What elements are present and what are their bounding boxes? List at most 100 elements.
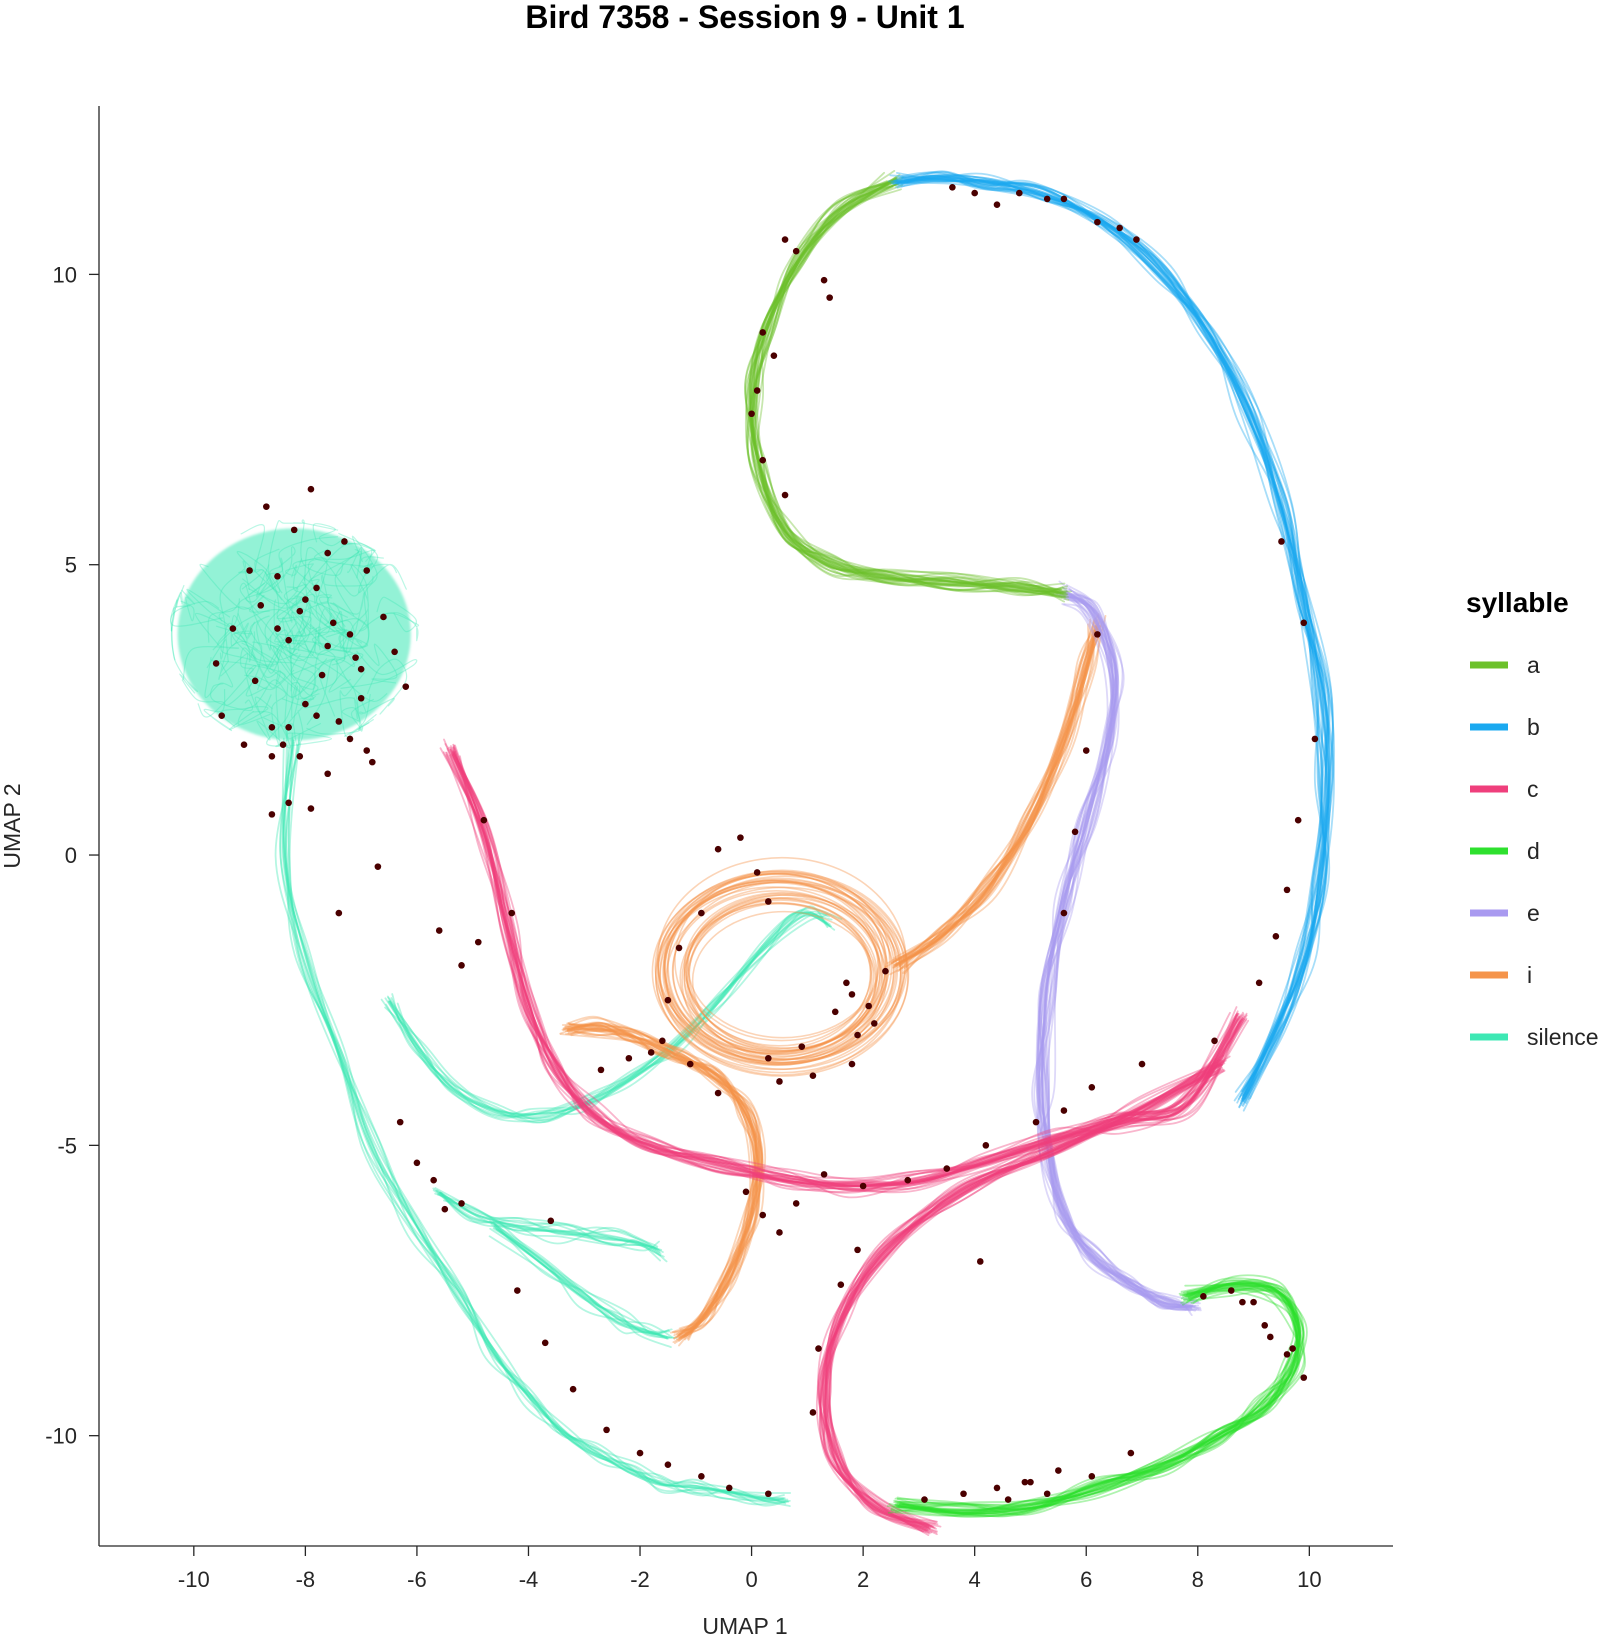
spike-point [285,636,292,644]
spike-point [296,753,304,760]
y-tick-label: 0 [65,843,77,868]
trajectory-c [828,1059,1222,1526]
trajectory-c [450,753,1244,1184]
trajectory-c [828,1068,1224,1533]
trajectory-c [452,750,1248,1194]
spike-point [474,938,482,946]
silence-cloud-line [250,648,281,689]
i-ring-line [657,870,897,1066]
trajectory-b [896,181,1336,1100]
silence-cloud-line [180,589,196,622]
trajectory-silence [287,741,789,1507]
trajectory-b [896,177,1324,1093]
spike-point [798,1043,806,1050]
spike-point [430,1176,437,1184]
trajectory-b [903,174,1327,1096]
silence-cloud-line [283,583,315,630]
spike-point [976,1258,984,1265]
silence-cloud-line [332,602,420,632]
trajectory-c [448,746,1239,1188]
silence-cloud-line [238,548,280,590]
silence-cloud-line [275,632,317,690]
silence-cloud-line [343,693,371,737]
axes [98,106,1393,1547]
trajectory-b [891,176,1330,1100]
spike-point [848,1060,856,1068]
trajectory-d [896,1278,1302,1511]
silence-cloud-line [342,535,378,650]
spike-point [625,1054,633,1062]
i-ring-line [667,873,888,1061]
spike-point [346,631,354,638]
trajectory-silence [432,1187,664,1253]
silence-cloud-line [314,628,348,656]
trajectory-i [893,625,1102,966]
spike-point [480,816,488,824]
trajectory-c [451,754,1248,1185]
trajectory-c [824,1064,1222,1530]
spike-point [1060,909,1068,917]
trajectory-c [452,749,1245,1187]
y-tick-label: 5 [65,553,77,578]
trajectory-b [898,178,1328,1099]
trajectory-a [748,178,1062,591]
spike-point [357,694,365,702]
trajectory-c [453,750,1248,1184]
trajectory-d [893,1283,1301,1515]
legend: syllable a b c d e i silence [1466,587,1599,1050]
silence-cloud-line [245,641,280,697]
silence-cloud-line [170,584,185,632]
spike-point [1138,1060,1146,1068]
trajectory-e [1043,592,1199,1303]
silence-cloud-line [302,549,375,598]
trajectory-i [564,1024,763,1337]
silence-cloud-line [265,599,320,671]
trajectory-b [896,178,1330,1107]
silence-cloud-line [341,542,379,576]
trajectory-i [903,614,1099,975]
trajectory-c [819,1062,1221,1528]
silence-cloud-line [376,596,417,633]
trajectory-silence [380,909,836,1122]
silence-cloud-line [318,596,353,654]
i-ring-line [683,891,880,1042]
trajectory-b [890,178,1324,1097]
silence-cloud-line [233,613,256,643]
trajectory-c [818,1070,1214,1528]
trajectory-a [750,179,1064,595]
trajectory-b [889,172,1323,1100]
trajectory-i [567,1021,761,1347]
spike-point [949,183,956,191]
trajectory-e [1041,589,1193,1316]
i-ring-line [687,892,879,1039]
trajectory-a [750,170,1064,596]
spike-point [1060,1107,1068,1114]
trajectory-e [1038,598,1194,1308]
spike-point [960,1490,967,1498]
spike-point [748,410,755,418]
trajectory-e [1039,590,1198,1310]
trajectory-silence [440,1192,660,1252]
spike-point [1016,189,1023,197]
spike-point [1239,1298,1246,1306]
trajectory-silence [493,1226,673,1335]
silence-cloud-line [259,546,296,595]
silence-cloud-line [293,643,364,732]
trajectory-b [896,179,1330,1102]
trajectory-i [891,623,1099,965]
plot-area [170,170,1336,1536]
trajectory-i [895,623,1098,967]
trajectory-silence [488,1220,671,1335]
trajectory-silence [495,1228,669,1340]
trajectory-i [571,1027,760,1341]
trajectory-silence [287,732,791,1507]
legend-label-e: e [1527,900,1540,926]
trajectory-c [453,753,1241,1187]
i-ring-line [685,897,873,1047]
silence-cloud-line [312,523,346,547]
trajectory-b [895,175,1328,1102]
silence-cloud-line [206,639,301,693]
spike-point [664,996,672,1004]
trajectory-c [824,1066,1223,1534]
x-tick-label: 8 [1192,1567,1204,1592]
